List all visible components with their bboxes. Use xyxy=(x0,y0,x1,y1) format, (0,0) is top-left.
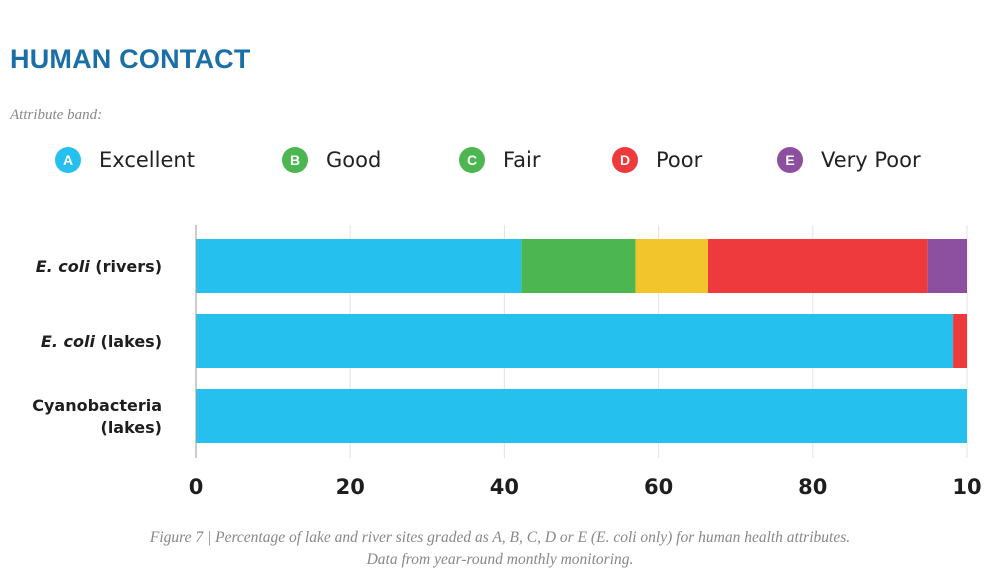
legend-badge-c: C xyxy=(459,147,485,173)
legend-label-excellent: Excellent xyxy=(99,148,195,172)
legend-badge-b: B xyxy=(282,147,308,173)
legend-item-excellent: A Excellent xyxy=(55,145,195,175)
bar-segment xyxy=(196,389,967,443)
legend-label-very-poor: Very Poor xyxy=(821,148,921,172)
category-label: (lakes) xyxy=(101,418,163,437)
x-tick-label: 60 xyxy=(644,475,673,499)
category-label: Cyanobacteria xyxy=(32,396,162,415)
category-label: E. coli (lakes) xyxy=(41,332,162,351)
legend-badge-a: A xyxy=(55,147,81,173)
category-label: E. coli (rivers) xyxy=(36,257,162,276)
x-tick-label: 10 xyxy=(952,475,981,499)
legend-item-poor: D Poor xyxy=(612,145,702,175)
legend-heading: Attribute band: xyxy=(10,107,103,123)
figure-caption: Figure 7 | Percentage of lake and river … xyxy=(0,527,1000,571)
bar-segment xyxy=(707,239,928,293)
x-tick-label: 20 xyxy=(336,475,365,499)
x-tick-label: 80 xyxy=(798,475,827,499)
legend-item-fair: C Fair xyxy=(459,145,541,175)
bar-segment xyxy=(521,239,636,293)
bar-segment xyxy=(953,314,967,368)
legend-badge-e: E xyxy=(777,147,803,173)
legend-label-poor: Poor xyxy=(656,148,703,172)
bar-segment xyxy=(196,314,954,368)
chart-title: HUMAN CONTACT xyxy=(10,44,251,74)
legend-badge-d: D xyxy=(612,147,638,173)
bar-segment xyxy=(927,239,967,293)
bar-segment xyxy=(635,239,708,293)
x-tick-label: 40 xyxy=(490,475,519,499)
caption-line-2: Data from year-round monthly monitoring. xyxy=(366,551,634,568)
legend-label-fair: Fair xyxy=(503,148,541,172)
stacked-bar-chart: E. coli (rivers) E. coli (lakes) Cyanobact… xyxy=(32,225,982,499)
caption-line-1: Figure 7 | Percentage of lake and river … xyxy=(149,529,851,546)
bar-segment xyxy=(196,239,522,293)
x-tick-label: 0 xyxy=(189,475,204,499)
legend-item-very-poor: E Very Poor xyxy=(777,145,921,175)
legend-item-good: B Good xyxy=(282,145,381,175)
legend-label-good: Good xyxy=(326,148,382,172)
